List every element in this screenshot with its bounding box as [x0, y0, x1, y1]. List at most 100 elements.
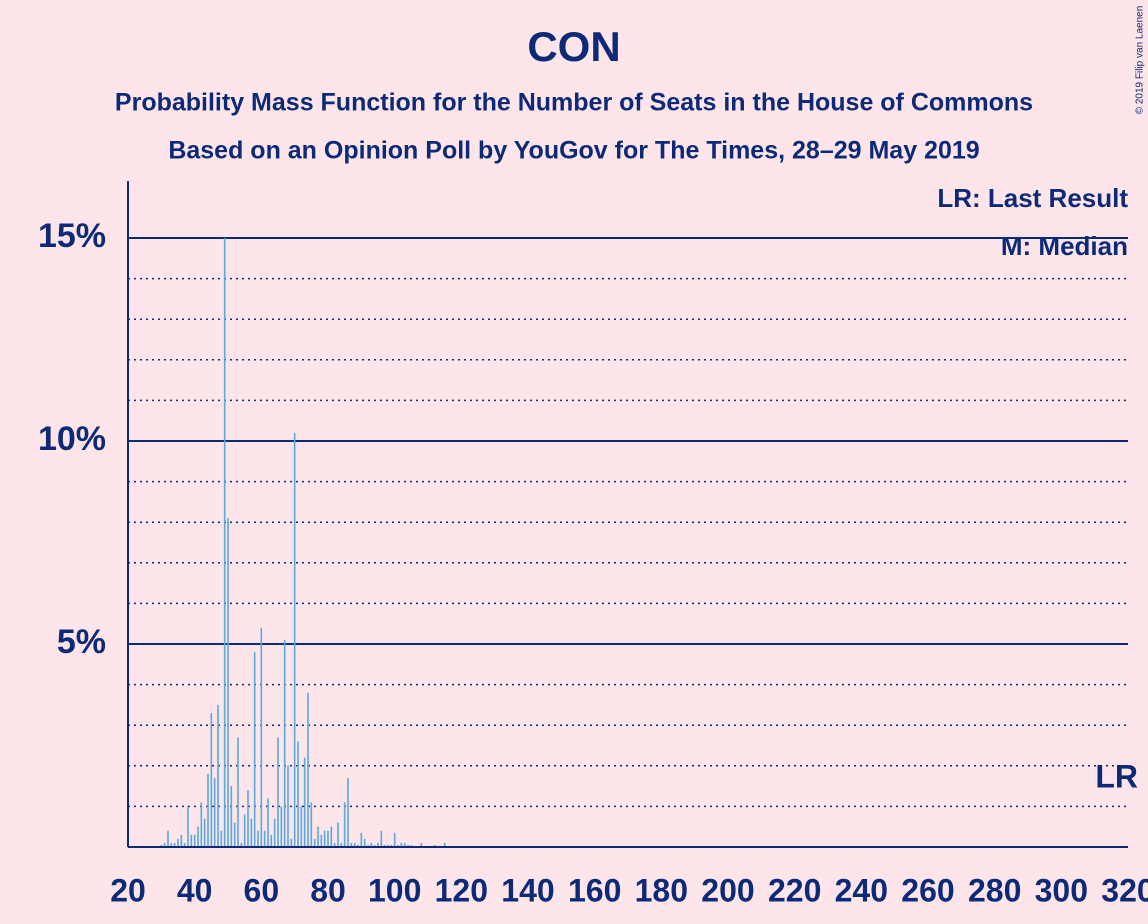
bar — [217, 704, 219, 847]
x-tick-label: 240 — [835, 872, 888, 908]
bar — [187, 806, 189, 847]
bar — [257, 830, 259, 847]
bar — [227, 518, 229, 847]
bar — [343, 802, 346, 847]
x-tick-label: 280 — [968, 872, 1021, 908]
bar — [370, 842, 373, 847]
bar — [210, 713, 213, 847]
bar — [270, 834, 273, 847]
bar — [333, 842, 336, 847]
x-tick-label: 160 — [568, 872, 621, 908]
bar — [203, 818, 206, 847]
bar — [283, 639, 286, 847]
bar — [173, 842, 176, 847]
x-tick-label: 260 — [901, 872, 954, 908]
bar — [317, 826, 319, 847]
bar — [363, 838, 366, 847]
bar — [240, 842, 243, 847]
copyright: © 2019 Filip van Laenen — [1135, 6, 1146, 115]
chart-title: CON — [527, 23, 620, 70]
bar — [273, 818, 276, 847]
bar — [263, 830, 266, 847]
bar — [180, 834, 183, 847]
bar — [360, 832, 363, 847]
bar — [190, 834, 193, 847]
bar — [193, 834, 196, 847]
bar — [167, 830, 169, 847]
x-tick-label: 100 — [368, 872, 421, 908]
x-tick-label: 220 — [768, 872, 821, 908]
bar — [320, 834, 323, 847]
bar — [390, 844, 393, 847]
bar — [327, 830, 329, 847]
bar — [403, 842, 406, 847]
bar — [410, 844, 413, 847]
bar — [330, 826, 333, 847]
bar — [260, 627, 263, 847]
bar — [243, 814, 246, 847]
bar — [163, 842, 166, 847]
bar — [293, 432, 296, 847]
subtitle: Based on an Opinion Poll by YouGov for T… — [168, 137, 979, 165]
bar — [407, 844, 409, 847]
bar — [300, 806, 303, 847]
bar — [307, 692, 309, 847]
bar — [213, 777, 216, 847]
bar — [367, 844, 369, 847]
bar — [443, 842, 446, 847]
bar — [170, 842, 173, 847]
bar — [347, 777, 349, 847]
bar — [197, 826, 199, 847]
x-tick-label: 180 — [635, 872, 688, 908]
bar — [247, 790, 249, 847]
x-tick-label: 140 — [501, 872, 554, 908]
bar — [200, 802, 203, 847]
x-tick-label: 300 — [1035, 872, 1088, 908]
bar — [207, 773, 209, 847]
bar — [253, 652, 256, 847]
y-tick-label: 10% — [38, 420, 106, 458]
bar — [297, 741, 299, 847]
bar — [220, 830, 223, 847]
bar — [267, 798, 269, 847]
legend-text: LR: Last Result — [937, 183, 1128, 213]
x-tick-label: 40 — [177, 872, 213, 908]
bar — [323, 830, 326, 847]
y-tick-label: 5% — [57, 623, 106, 661]
x-tick-label: 20 — [110, 872, 146, 908]
bar — [230, 786, 233, 847]
bar — [377, 842, 379, 847]
bar — [397, 844, 399, 847]
bar — [237, 737, 239, 847]
bar — [350, 842, 353, 847]
bar — [373, 844, 376, 847]
bar — [400, 842, 403, 847]
bar — [313, 838, 316, 847]
bar — [290, 838, 293, 847]
bar — [393, 832, 396, 847]
bar — [433, 844, 436, 847]
bar — [177, 838, 179, 847]
bar — [287, 765, 289, 847]
subtitle: Probability Mass Function for the Number… — [115, 89, 1033, 117]
bar — [233, 822, 236, 847]
bar — [280, 806, 283, 847]
x-tick-label: 320 — [1101, 872, 1148, 908]
bar — [380, 830, 383, 847]
x-tick-label: 120 — [435, 872, 488, 908]
bar — [303, 757, 306, 847]
bar — [160, 844, 163, 847]
y-tick-label: 15% — [38, 217, 106, 255]
bar — [310, 802, 313, 847]
bar — [337, 822, 339, 847]
bar — [183, 842, 186, 847]
x-tick-label: 60 — [244, 872, 280, 908]
x-tick-label: 80 — [310, 872, 346, 908]
bar — [420, 842, 423, 847]
legend-text: M: Median — [1001, 231, 1128, 261]
bar — [340, 842, 343, 847]
bar — [387, 844, 389, 847]
bar — [250, 818, 253, 847]
